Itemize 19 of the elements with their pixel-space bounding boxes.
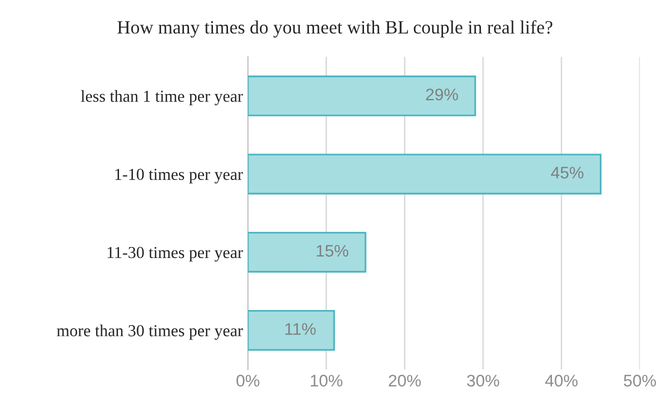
- chart-title: How many times do you meet with BL couple in real life?: [117, 20, 552, 38]
- y-tick-label: more than 30 times per year: [56, 324, 243, 340]
- y-tick-label: 11-30 times per year: [108, 246, 243, 262]
- bar: [248, 310, 335, 351]
- x-tick-label: 40%: [545, 374, 578, 387]
- y-tick-label: less than 1 time per year: [80, 90, 243, 106]
- x-tick-label: 0%: [236, 374, 260, 387]
- bar: [248, 76, 476, 116]
- x-tick-label: 10%: [310, 374, 342, 387]
- x-tick-label: 50%: [624, 374, 656, 387]
- data-label: 45%: [551, 166, 584, 179]
- data-label: 15%: [316, 244, 348, 257]
- data-label: 11%: [285, 323, 316, 335]
- bar: [248, 154, 602, 194]
- x-tick-label: 20%: [388, 374, 421, 387]
- y-tick-label: 1-10 times per year: [115, 168, 243, 184]
- data-label: 29%: [426, 88, 458, 100]
- x-tick-label: 30%: [467, 374, 500, 387]
- bar: [248, 232, 366, 273]
